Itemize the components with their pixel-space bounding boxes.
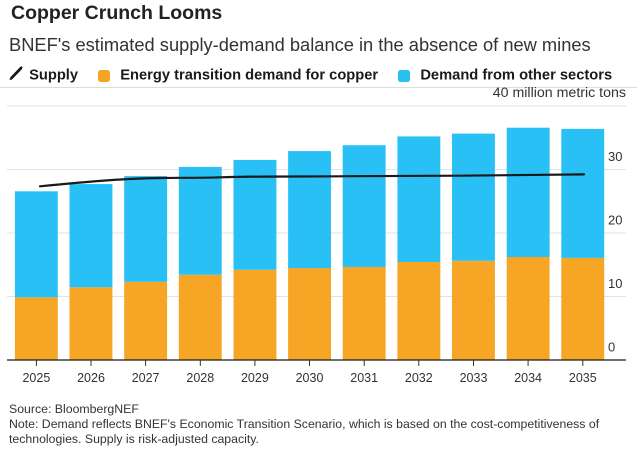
svg-text:2033: 2033 (460, 371, 488, 385)
svg-text:2030: 2030 (296, 371, 324, 385)
svg-text:2028: 2028 (186, 371, 214, 385)
svg-text:2027: 2027 (132, 371, 160, 385)
svg-text:10: 10 (608, 276, 622, 291)
svg-text:30: 30 (608, 149, 622, 164)
svg-text:2032: 2032 (405, 371, 433, 385)
svg-text:2031: 2031 (350, 371, 378, 385)
svg-text:2026: 2026 (77, 371, 105, 385)
svg-text:2034: 2034 (514, 371, 542, 385)
svg-text:2029: 2029 (241, 371, 269, 385)
svg-text:2035: 2035 (569, 371, 597, 385)
svg-text:0: 0 (608, 340, 615, 355)
svg-text:2025: 2025 (22, 371, 50, 385)
svg-text:20: 20 (608, 213, 622, 228)
